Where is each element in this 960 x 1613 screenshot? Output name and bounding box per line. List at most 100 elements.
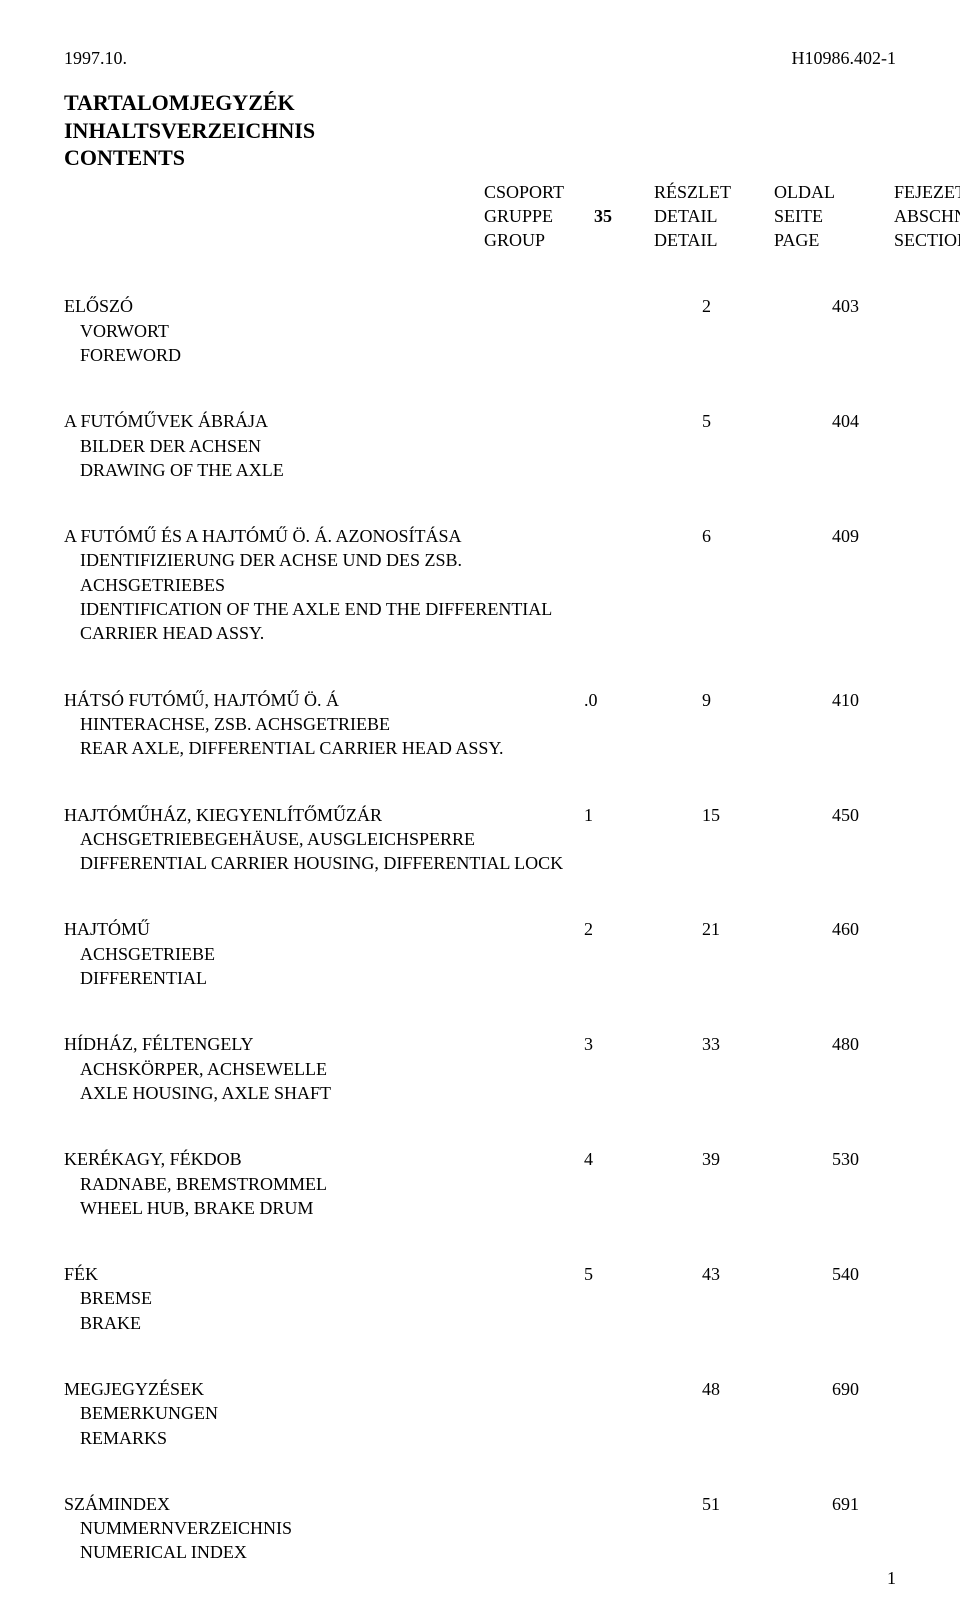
toc-entry-section: 460	[774, 917, 894, 941]
toc-entry-title-en: REMARKS	[64, 1426, 896, 1450]
toc-entry-row: A FUTÓMŰ ÉS A HAJTÓMŰ Ö. Á. AZONOSÍTÁSA 6…	[64, 524, 896, 548]
hdr-section-hu: FEJEZET	[894, 180, 960, 204]
toc-entry-title-hu: ELŐSZÓ	[64, 294, 484, 318]
toc-entry-page: 2	[654, 294, 774, 318]
toc-entry-page: 21	[654, 917, 774, 941]
toc-entry-section: 409	[774, 524, 894, 548]
toc-entry: MEGJEGYZÉSEK 48690BEMERKUNGENREMARKS	[64, 1377, 896, 1450]
toc-entry-section: 410	[774, 688, 894, 712]
toc-entry: HÁTSÓ FUTÓMŰ, HAJTÓMŰ Ö. Á.09410HINTERAC…	[64, 688, 896, 761]
hdr-detail-de: DETAIL	[654, 204, 774, 228]
hdr-detail-en: DETAIL	[654, 228, 774, 252]
toc-entry-title-de: HINTERACHSE, ZSB. ACHSGETRIEBE	[64, 712, 896, 736]
toc-entry-page: 6	[654, 524, 774, 548]
toc-entry-title-de: ACHSGETRIEBE	[64, 942, 896, 966]
toc-entry-row: HÍDHÁZ, FÉLTENGELY333480	[64, 1032, 896, 1056]
toc-entry-title-en: DRAWING OF THE AXLE	[64, 458, 896, 482]
toc-entry-section: 691	[774, 1492, 894, 1516]
hdr-group-number-blank	[594, 180, 654, 204]
hdr-group-number: 35	[594, 204, 654, 228]
toc-entry-title-de2: ACHSGETRIEBES	[64, 573, 896, 597]
toc-entry: HAJTÓMŰHÁZ, KIEGYENLÍTŐMŰZÁR115450ACHSGE…	[64, 803, 896, 876]
toc-entry-title-hu: A FUTÓMŰ ÉS A HAJTÓMŰ Ö. Á. AZONOSÍTÁSA	[64, 524, 484, 548]
hdr-group-hu: CSOPORT	[484, 180, 594, 204]
toc-entry-page: 48	[654, 1377, 774, 1401]
toc-entry-title-en: DIFFERENTIAL CARRIER HOUSING, DIFFERENTI…	[64, 851, 896, 875]
toc-entry-title-de: BILDER DER ACHSEN	[64, 434, 896, 458]
hdr-page-de: SEITE	[774, 204, 894, 228]
toc-entry-title-en: DIFFERENTIAL	[64, 966, 896, 990]
toc-entry-title-de: BEMERKUNGEN	[64, 1401, 896, 1425]
title-hu: TARTALOMJEGYZÉK	[64, 89, 896, 117]
toc-entry-detail	[484, 1492, 654, 1516]
toc-entry-page: 15	[654, 803, 774, 827]
toc-entry-title-en: IDENTIFICATION OF THE AXLE END THE DIFFE…	[64, 597, 896, 621]
toc-entry-title-en: FOREWORD	[64, 343, 896, 367]
toc-entry-detail: 3	[484, 1032, 654, 1056]
toc-entry: HAJTÓMŰ221460ACHSGETRIEBEDIFFERENTIAL	[64, 917, 896, 990]
toc-entry-page: 39	[654, 1147, 774, 1171]
toc-entry-row: A FUTÓMŰVEK ÁBRÁJA5404	[64, 409, 896, 433]
hdr-page-hu: OLDAL	[774, 180, 894, 204]
toc-entry: SZÁMINDEX51691NUMMERNVERZEICHNISNUMERICA…	[64, 1492, 896, 1565]
doc-date: 1997.10.	[64, 48, 127, 69]
toc-entry: A FUTÓMŰ ÉS A HAJTÓMŰ Ö. Á. AZONOSÍTÁSA 6…	[64, 524, 896, 645]
toc-entry-detail: 1	[484, 803, 654, 827]
page: 1997.10. H10986.402-1 TARTALOMJEGYZÉK IN…	[0, 0, 960, 1613]
toc-entry-title-hu: HÍDHÁZ, FÉLTENGELY	[64, 1032, 484, 1056]
hdr-page-en: PAGE	[774, 228, 894, 252]
toc-entry-title-hu: HAJTÓMŰ	[64, 917, 484, 941]
hdr-group-de: GRUPPE	[484, 204, 594, 228]
hdr-section-en: SECTION	[894, 228, 960, 252]
page-number: 1	[887, 1568, 896, 1589]
hdr-group-number-blank2	[594, 228, 654, 252]
hdr-section-de: ABSCHNITT	[894, 204, 960, 228]
toc-entry: FÉK543540BREMSEBRAKE	[64, 1262, 896, 1335]
toc-entry-title-en: AXLE HOUSING, AXLE SHAFT	[64, 1081, 896, 1105]
toc-entry-detail: 4	[484, 1147, 654, 1171]
toc-entry-title-en: WHEEL HUB, BRAKE DRUM	[64, 1196, 896, 1220]
toc-entry-page: 5	[654, 409, 774, 433]
toc-entry-section: 403	[774, 294, 894, 318]
toc-entry-row: ELŐSZÓ 2403	[64, 294, 896, 318]
toc-entry-detail: 5	[484, 1262, 654, 1286]
toc-entry-title-hu: SZÁMINDEX	[64, 1492, 484, 1516]
column-headers: CSOPORT RÉSZLET OLDAL FEJEZET GRUPPE 35 …	[64, 180, 896, 253]
toc-entry: A FUTÓMŰVEK ÁBRÁJA5404BILDER DER ACHSEND…	[64, 409, 896, 482]
toc-entry-title-de: ACHSKÖRPER, ACHSEWELLE	[64, 1057, 896, 1081]
toc-entry-page: 33	[654, 1032, 774, 1056]
toc-entry: KERÉKAGY, FÉKDOB439530RADNABE, BREMSTROM…	[64, 1147, 896, 1220]
toc-entry-row: HÁTSÓ FUTÓMŰ, HAJTÓMŰ Ö. Á.09410	[64, 688, 896, 712]
toc-entry-title-de: NUMMERNVERZEICHNIS	[64, 1516, 896, 1540]
toc-entry-title-de: IDENTIFIZIERUNG DER ACHSE UND DES ZSB.	[64, 548, 896, 572]
toc-entry-page: 9	[654, 688, 774, 712]
toc-entry-row: HAJTÓMŰ221460	[64, 917, 896, 941]
toc-entry-title-en: REAR AXLE, DIFFERENTIAL CARRIER HEAD ASS…	[64, 736, 896, 760]
toc-entry-title-de: VORWORT	[64, 319, 896, 343]
toc-entry-section: 480	[774, 1032, 894, 1056]
toc-entry-section: 530	[774, 1147, 894, 1171]
toc-entry-title-en2: CARRIER HEAD ASSY.	[64, 621, 896, 645]
toc-entry-detail	[484, 524, 654, 548]
toc-entry-section: 540	[774, 1262, 894, 1286]
toc-entry-title-hu: MEGJEGYZÉSEK	[64, 1377, 484, 1401]
title-block: TARTALOMJEGYZÉK INHALTSVERZEICHNIS CONTE…	[64, 89, 896, 172]
toc-entry: ELŐSZÓ 2403VORWORTFOREWORD	[64, 294, 896, 367]
header-meta: 1997.10. H10986.402-1	[64, 48, 896, 69]
toc-entry-title-de: RADNABE, BREMSTROMMEL	[64, 1172, 896, 1196]
hdr-detail-hu: RÉSZLET	[654, 180, 774, 204]
toc-entry-title-hu: HAJTÓMŰHÁZ, KIEGYENLÍTŐMŰZÁR	[64, 803, 484, 827]
toc-entry-section: 690	[774, 1377, 894, 1401]
toc-entry-title-hu: FÉK	[64, 1262, 484, 1286]
toc-entry-row: MEGJEGYZÉSEK 48690	[64, 1377, 896, 1401]
toc-entry-section: 450	[774, 803, 894, 827]
toc-entry-title-hu: A FUTÓMŰVEK ÁBRÁJA	[64, 409, 484, 433]
doc-code: H10986.402-1	[792, 48, 897, 69]
toc-entry-page: 51	[654, 1492, 774, 1516]
title-en: CONTENTS	[64, 144, 896, 172]
toc-entry-row: SZÁMINDEX 51691	[64, 1492, 896, 1516]
toc-entry-row: KERÉKAGY, FÉKDOB439530	[64, 1147, 896, 1171]
toc-entry: HÍDHÁZ, FÉLTENGELY333480ACHSKÖRPER, ACHS…	[64, 1032, 896, 1105]
hdr-group-en: GROUP	[484, 228, 594, 252]
toc-entry-row: FÉK543540	[64, 1262, 896, 1286]
